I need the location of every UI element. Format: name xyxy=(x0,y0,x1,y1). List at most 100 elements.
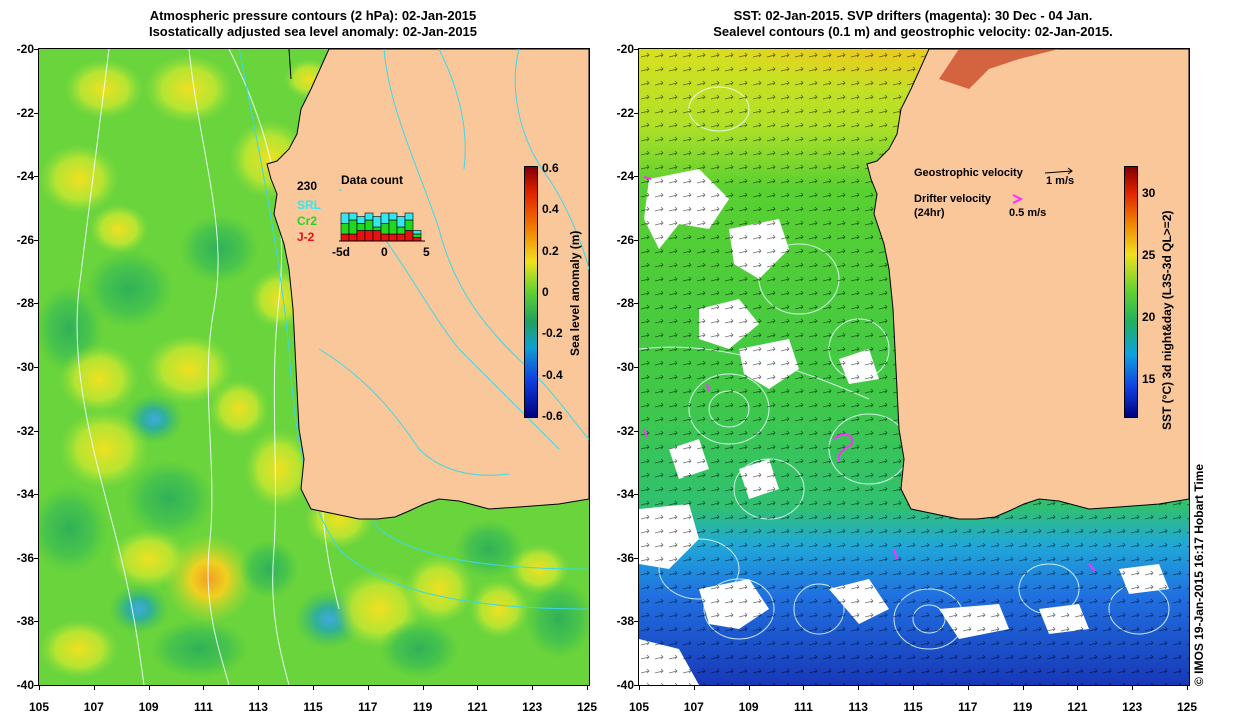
left-lat-tick-label: -32 xyxy=(16,423,34,438)
right-lat-tick-label: -36 xyxy=(616,550,634,565)
right-lat-tick-label: -34 xyxy=(616,487,634,502)
right-lon-tick-mark xyxy=(1022,686,1024,690)
left-lat-tick-label: -20 xyxy=(16,42,34,56)
histogram-tick-0: 0 xyxy=(381,245,388,259)
histogram-count: 230 xyxy=(297,179,318,193)
left-lat-tick-mark xyxy=(34,430,38,432)
histogram-bar xyxy=(348,219,358,235)
drifter-velocity-sub: (24hr) xyxy=(914,207,945,219)
left-lon-tick-label: 109 xyxy=(138,700,159,714)
satellite-label-j2: J-2 xyxy=(297,230,315,244)
histogram-bar xyxy=(404,212,414,221)
sla-anomaly-blobs xyxy=(39,54,589,679)
left-lon-tick-mark xyxy=(39,686,40,690)
left-lat-tick-label: -38 xyxy=(16,614,34,629)
drifter-arrow-icon xyxy=(1012,194,1024,204)
sla-colorbar-tick: -0.4 xyxy=(542,367,563,382)
right-lon-tick-mark xyxy=(1132,686,1134,690)
right-lon-tick-label: 113 xyxy=(848,700,868,714)
left-lon-tick-mark xyxy=(203,686,205,690)
left-lat-tick-mark xyxy=(34,367,38,368)
right-lon-tick-label: 117 xyxy=(958,700,978,714)
left-lon-tick-mark xyxy=(587,686,588,690)
left-lat-tick-mark xyxy=(34,49,38,50)
left-lon-tick-label: 117 xyxy=(358,700,378,714)
left-lon-tick-mark xyxy=(477,686,479,690)
sst-colorbar-tick: 20 xyxy=(1142,309,1156,324)
histogram-tick-5: 5 xyxy=(423,245,430,259)
left-lon-tick-label: 105 xyxy=(28,700,50,714)
right-lat-tick-label: -32 xyxy=(616,423,634,438)
right-lon-tick-label: 107 xyxy=(683,700,704,714)
left-lon-tick-mark xyxy=(422,686,424,690)
histogram-bar xyxy=(372,216,382,228)
right-lon-tick-mark xyxy=(1077,686,1079,690)
histogram-bar xyxy=(372,230,382,242)
histogram-bar xyxy=(356,223,366,231)
drifter-velocity-label: Drifter velocity xyxy=(914,193,992,205)
right-lon-tick-mark xyxy=(803,686,805,690)
histogram-bar xyxy=(380,233,390,242)
histogram-bar xyxy=(348,212,358,221)
histogram-bar xyxy=(396,233,406,242)
right-lon-tick-label: 125 xyxy=(1176,700,1198,714)
australia-land xyxy=(266,49,589,520)
sea-level-anomaly-map: 230 Data count SRL Cr2 J-2 -5d 0 5 xyxy=(38,48,590,686)
right-lat-tick-label: -28 xyxy=(616,296,634,311)
geostrophic-velocity-label: Geostrophic velocity xyxy=(914,167,1023,179)
right-lat-tick-label: -24 xyxy=(616,169,634,184)
geostrophic-velocity-scale: 1 m/s xyxy=(1046,175,1075,187)
histogram-bar xyxy=(380,212,390,224)
histogram-bar xyxy=(348,233,358,242)
right-lon-tick-label: 121 xyxy=(1067,700,1088,714)
satellite-label-cr2: Cr2 xyxy=(297,214,318,228)
right-lon-tick-label: 123 xyxy=(1122,700,1143,714)
sla-colorbar-tick: 0 xyxy=(542,285,549,299)
histogram-bar xyxy=(372,226,382,231)
sla-colorbar-label: Sea level anomaly (m) xyxy=(568,230,582,356)
histogram-tick-minus5: -5d xyxy=(332,245,350,259)
left-lat-tick-label: -28 xyxy=(16,296,34,311)
left-lat-tick-mark xyxy=(34,303,38,305)
left-lat-tick-label: -34 xyxy=(16,487,34,502)
histogram-bar xyxy=(396,226,406,235)
left-lat-tick-mark xyxy=(34,239,38,241)
histogram-bar xyxy=(404,230,414,242)
left-lat-tick-mark xyxy=(34,112,38,114)
sla-colorbar-tick: 0.6 xyxy=(542,161,559,175)
left-lon-tick-label: 113 xyxy=(248,700,268,714)
sst-colorbar-tick: 15 xyxy=(1142,371,1156,386)
right-lat-tick-mark xyxy=(634,176,638,178)
left-lon-tick-label: 115 xyxy=(303,700,323,714)
sla-colorbar-tick: 0.2 xyxy=(542,243,559,258)
left-lon-tick-label: 107 xyxy=(83,700,104,714)
right-lon-tick-mark xyxy=(639,686,640,690)
right-lat-tick-mark xyxy=(634,367,638,368)
left-lat-tick-label: -40 xyxy=(16,678,34,692)
right-lat-tick-label: -40 xyxy=(616,678,634,692)
svp-drifters xyxy=(643,176,1096,572)
right-lat-tick-label: -22 xyxy=(616,105,634,120)
histogram-title: Data count xyxy=(341,173,404,187)
sla-colorbar-tick: 0.4 xyxy=(542,202,559,217)
sst-colorbar-label: SST (°C) 3d night&day (L3S-3d QL>=2) xyxy=(1160,210,1174,431)
left-lon-tick-mark xyxy=(93,686,95,690)
histogram-bar xyxy=(380,223,390,235)
histogram-bar xyxy=(356,230,366,242)
drifter-velocity-scale: 0.5 m/s xyxy=(1009,207,1047,219)
right-lon-tick-label: 119 xyxy=(1012,700,1033,714)
left-lon-tick-label: 119 xyxy=(412,700,433,714)
right-lat-tick-mark xyxy=(634,494,638,496)
histogram-bar xyxy=(404,219,414,231)
left-lon-tick-label: 111 xyxy=(194,700,213,714)
right-lat-tick-mark xyxy=(634,49,638,50)
right-lat-tick-label: -20 xyxy=(616,42,634,56)
sst-svg xyxy=(639,49,1189,685)
left-lat-tick-mark xyxy=(34,557,38,559)
histogram-bar xyxy=(396,216,406,228)
left-lat-tick-label: -26 xyxy=(16,232,34,247)
warm-land-edge xyxy=(939,49,1059,89)
right-lon-tick-mark xyxy=(693,686,695,690)
histogram-bar xyxy=(388,233,398,242)
histogram-bar xyxy=(412,237,422,242)
